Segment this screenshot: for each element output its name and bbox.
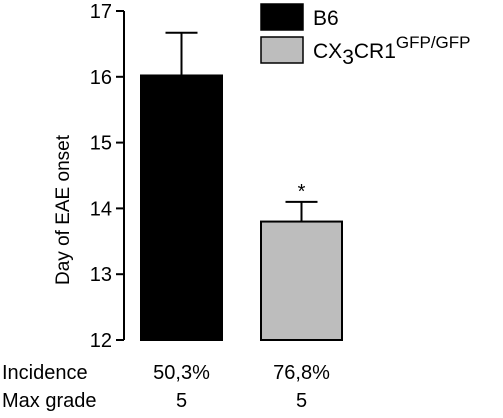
- y-tick-label: 16: [90, 67, 112, 89]
- table-cell: 76,8%: [273, 362, 330, 384]
- legend-label-tail: CR1: [354, 40, 396, 63]
- legend-label-b6: B6: [313, 7, 339, 30]
- legend-label-sub: 3: [342, 46, 354, 69]
- bars: *: [140, 31, 343, 341]
- y-axis-label: Day of EAE onset: [53, 134, 74, 285]
- bar-1: [260, 220, 343, 341]
- legend-label-cx3cr1: CX3CR1GFP/GFP: [313, 33, 471, 69]
- table-row-label: Incidence: [2, 362, 88, 384]
- table-cell: 5: [176, 390, 187, 412]
- legend-label-sup: GFP/GFP: [396, 33, 471, 52]
- y-tick-label: 15: [90, 133, 112, 155]
- y-tick-label: 17: [90, 1, 112, 23]
- legend: B6 CX3CR1GFP/GFP: [260, 3, 471, 69]
- y-tick-label: 12: [90, 330, 112, 352]
- legend-label-main: CX: [313, 40, 342, 63]
- y-tick-label: 13: [90, 264, 112, 286]
- table-cell: 50,3%: [153, 362, 210, 384]
- bar-0: [140, 74, 223, 341]
- y-axis: 12 13 14 15 16 17: [90, 1, 125, 352]
- table-row-label: Max grade: [2, 390, 97, 412]
- table-cell: 5: [296, 390, 307, 412]
- data-table: Incidence 50,3% 76,8% Max grade 5 5: [2, 362, 330, 412]
- legend-swatch-b6: [260, 3, 304, 31]
- y-tick-label: 14: [90, 198, 112, 220]
- legend-swatch-cx3cr1: [260, 36, 304, 64]
- significance-marker: *: [298, 181, 306, 203]
